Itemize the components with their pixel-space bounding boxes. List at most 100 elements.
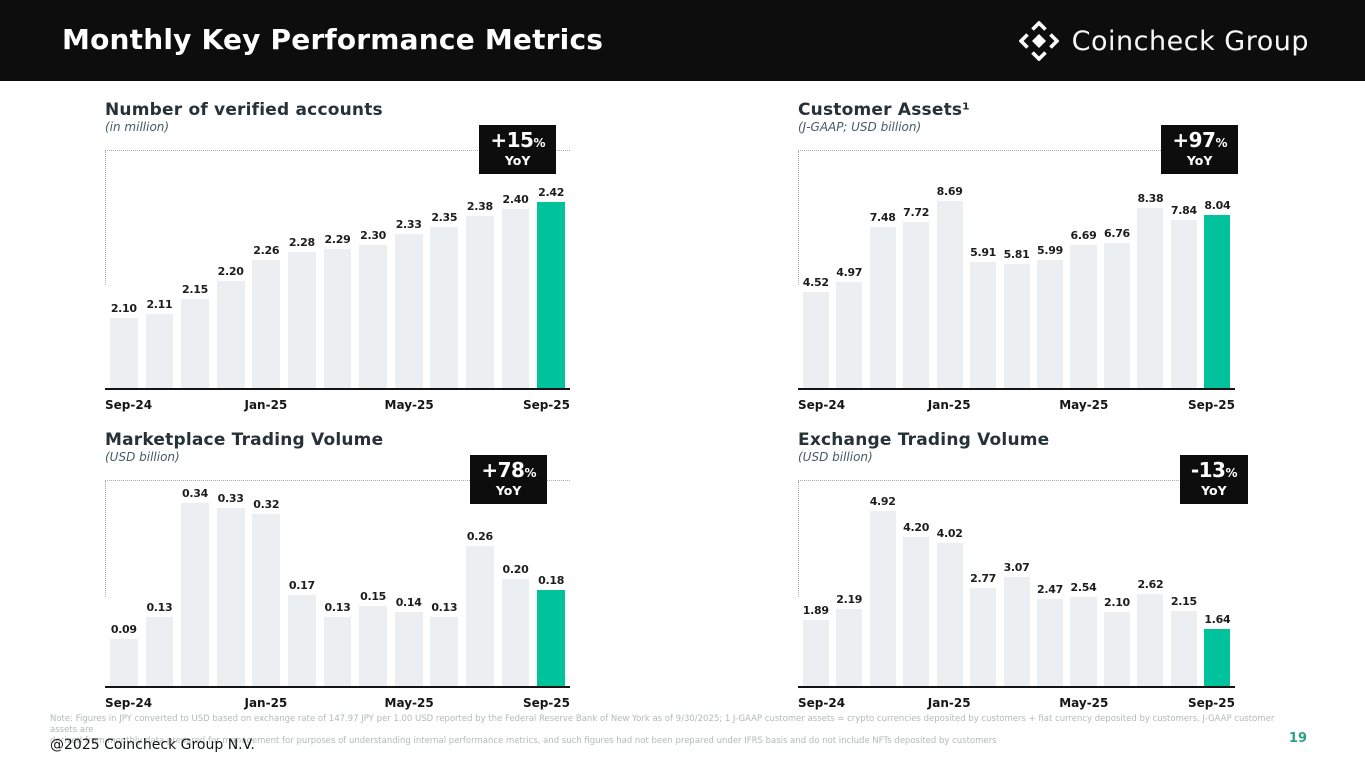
- bar-slot: 6.69: [1067, 151, 1100, 390]
- bar: [430, 617, 459, 688]
- x-tick-label: May-25: [384, 398, 434, 412]
- bar: [323, 617, 352, 688]
- chart-title: Number of verified accounts: [105, 100, 383, 120]
- x-tick-label: May-25: [1059, 398, 1109, 412]
- bar-slot: 2.29: [320, 151, 356, 390]
- x-tick-label: May-25: [1059, 696, 1109, 710]
- bar-slot: 5.99: [1033, 151, 1066, 390]
- bar-slot: 0.15: [355, 481, 391, 688]
- bar-slot: 0.09: [106, 481, 142, 688]
- bar: [1003, 577, 1030, 688]
- bar-slot: 0.14: [391, 481, 427, 688]
- bar-slot: 5.91: [966, 151, 999, 390]
- yoy-value: +97: [1172, 128, 1216, 152]
- yoy-badge: +97% YoY: [1161, 125, 1238, 174]
- bar-value-label: 5.81: [1003, 247, 1030, 261]
- bar: [109, 638, 138, 688]
- chart-customer-assets: Customer Assets¹ (J-GAAP; USD billion) +97…: [798, 100, 1238, 418]
- chart-title: Customer Assets¹: [798, 100, 970, 120]
- coincheck-logo: Coincheck Group: [1018, 21, 1309, 61]
- chart-marketplace-trading-volume: Marketplace Trading Volume (USD billion) +…: [105, 430, 570, 716]
- bar-value-label: 2.47: [1037, 583, 1063, 596]
- slide-header: Monthly Key Performance Metrics Coinchec…: [0, 0, 1365, 81]
- bar: [1003, 263, 1030, 390]
- bar-slot: 4.20: [899, 481, 932, 688]
- bar-value-label: 4.92: [869, 494, 896, 508]
- chart-subtitle: (USD billion): [105, 450, 180, 464]
- chart-verified-accounts: Number of verified accounts (in million) +…: [105, 100, 570, 418]
- bar-value-label: 4.52: [802, 275, 829, 289]
- bar-slot: 2.19: [832, 481, 865, 688]
- bar-slot: 0.34: [177, 481, 213, 688]
- bar: [936, 201, 963, 390]
- bar-value-label: 2.15: [182, 283, 208, 297]
- chart-subtitle: (J-GAAP; USD billion): [798, 120, 922, 134]
- bar-value-label: 6.69: [1070, 228, 1097, 242]
- bar-slot: 1.89: [799, 481, 832, 688]
- bar-value-label: 2.38: [466, 200, 493, 214]
- x-axis-tick-labels: Sep-24 Jan-25 May-25 Sep-25: [105, 696, 570, 716]
- bar-value-label: 2.77: [970, 572, 997, 586]
- x-axis-tick-labels: Sep-24 Jan-25 May-25 Sep-25: [798, 398, 1235, 418]
- bar-value-label: 2.10: [1103, 596, 1130, 610]
- x-axis-line: [105, 387, 570, 390]
- bar: [145, 617, 174, 688]
- plot-area: -13% YoY 1.89 2.19 4.92 4.20 4.02 2.77 3.07 2.47 2…: [798, 455, 1248, 688]
- bar: [1036, 599, 1064, 688]
- bar-value-label: 3.07: [1003, 561, 1030, 575]
- yoy-caption: YoY: [495, 483, 522, 498]
- bar-slot: 7.84: [1167, 151, 1200, 390]
- bar-value-label: 0.33: [217, 492, 244, 506]
- bar: [109, 317, 138, 390]
- bar-slot: 2.33: [391, 151, 427, 390]
- bar: [1170, 219, 1197, 390]
- bars-row: 0.09 0.13 0.34 0.33 0.32 0.17 0.13 0.15 0.14 0.13…: [106, 481, 569, 688]
- bar-slot: 4.92: [866, 481, 899, 688]
- brand-text: Coincheck Group: [1071, 25, 1309, 57]
- yoy-caption: YoY: [1186, 153, 1213, 168]
- bar: [181, 299, 209, 390]
- bar: [1070, 244, 1097, 390]
- bar: [145, 314, 174, 390]
- bar-slot: 4.02: [933, 481, 966, 688]
- bar-value-label: 8.04: [1204, 199, 1231, 213]
- y-axis-dotted-line: [105, 151, 106, 285]
- bar-slot: 2.40: [498, 151, 534, 390]
- x-axis-line: [105, 685, 570, 688]
- bar: [323, 248, 352, 390]
- bar-value-label: 4.20: [903, 520, 930, 534]
- bar-value-label: 2.19: [836, 593, 863, 607]
- bar: [1103, 612, 1130, 688]
- bar: [287, 595, 316, 688]
- x-tick-label: Jan-25: [244, 398, 288, 412]
- bar-value-label: 2.54: [1070, 580, 1097, 594]
- bar: [903, 536, 930, 688]
- bar-value-label: 0.13: [431, 601, 458, 615]
- bar: [501, 208, 530, 390]
- bar-value-label: 0.34: [182, 486, 208, 500]
- x-tick-label: Sep-24: [105, 398, 153, 412]
- bar-value-label: 0.09: [110, 622, 137, 636]
- bar-slot: 2.42: [533, 151, 569, 390]
- bar-slot: 5.81: [1000, 151, 1033, 390]
- bar-slot: 2.47: [1033, 481, 1066, 688]
- bar-slot: 8.38: [1134, 151, 1167, 390]
- plot-area: +97% YoY 4.52 4.97 7.48 7.72 8.69 5.91 5.81 5.99 6…: [798, 125, 1238, 390]
- yoy-badge: +15% YoY: [479, 125, 556, 174]
- bar-value-label: 0.32: [253, 497, 280, 511]
- bar-value-label: 0.18: [538, 573, 565, 587]
- bar-value-label: 7.72: [903, 206, 930, 220]
- bar-value-label: 7.84: [1170, 203, 1197, 217]
- y-axis-dotted-line: [798, 151, 799, 285]
- x-tick-label: Jan-25: [927, 696, 971, 710]
- bar-slot: 2.10: [1100, 481, 1133, 688]
- bar: [359, 245, 387, 390]
- bar: [836, 609, 863, 688]
- bar-slot: 2.30: [355, 151, 391, 390]
- x-axis-line: [798, 685, 1235, 688]
- bar-slot: 2.54: [1067, 481, 1100, 688]
- bar-value-label: 8.38: [1137, 191, 1164, 205]
- bar-value-label: 0.13: [146, 601, 173, 615]
- y-axis-dotted-line: [105, 481, 106, 597]
